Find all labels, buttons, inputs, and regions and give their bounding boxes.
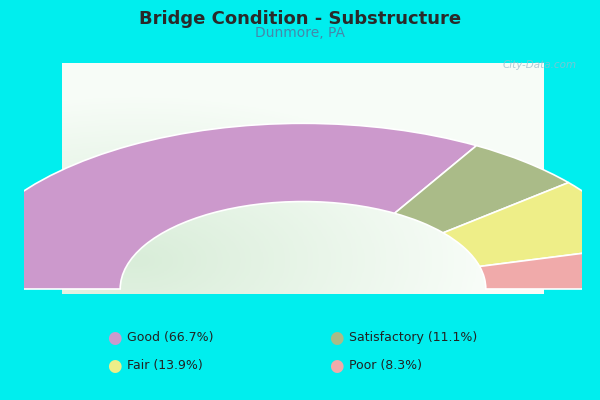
Text: Dunmore, PA: Dunmore, PA (255, 26, 345, 40)
Text: ●: ● (329, 357, 343, 375)
Wedge shape (443, 182, 600, 266)
Text: Fair (13.9%): Fair (13.9%) (127, 360, 203, 372)
Text: City-Data.com: City-Data.com (502, 60, 577, 70)
Wedge shape (395, 146, 568, 233)
Text: Satisfactory (11.1%): Satisfactory (11.1%) (349, 332, 478, 344)
Text: Good (66.7%): Good (66.7%) (127, 332, 214, 344)
Text: ●: ● (107, 329, 121, 347)
Text: ●: ● (107, 357, 121, 375)
Wedge shape (0, 123, 476, 289)
Wedge shape (479, 246, 600, 289)
Text: ●: ● (329, 329, 343, 347)
Text: Poor (8.3%): Poor (8.3%) (349, 360, 422, 372)
Text: Bridge Condition - Substructure: Bridge Condition - Substructure (139, 10, 461, 28)
